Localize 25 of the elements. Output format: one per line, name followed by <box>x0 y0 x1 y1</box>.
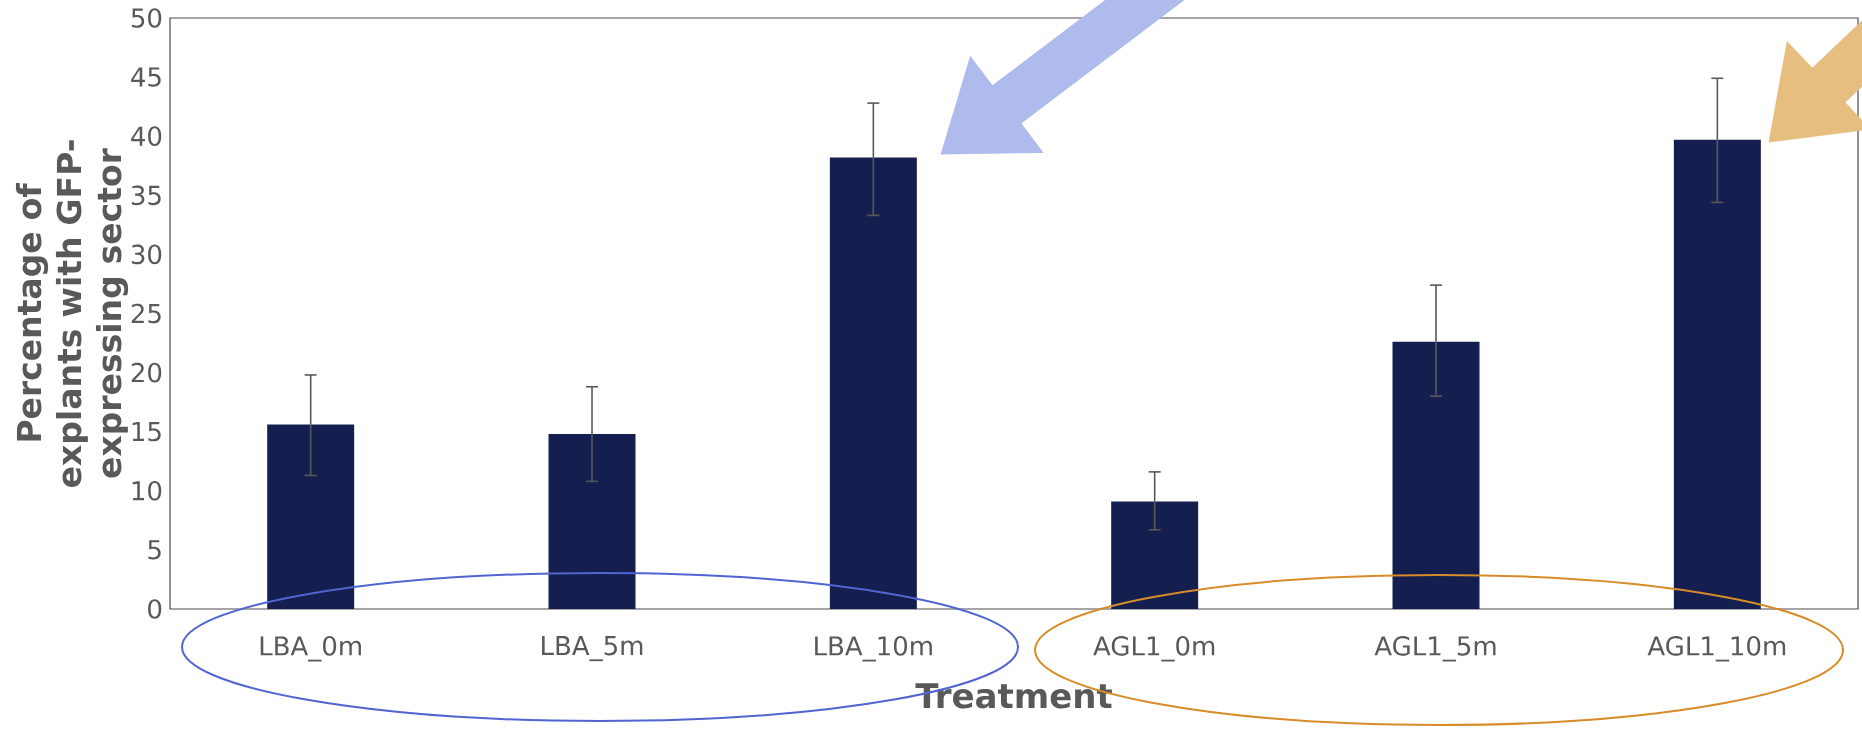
bar <box>1111 501 1199 609</box>
y-tick-label: 15 <box>132 422 161 442</box>
y-tick-label: 10 <box>132 480 162 501</box>
bar <box>1392 341 1480 609</box>
y-axis-title: Percentage of explants with GFP-expressing sector <box>15 140 129 487</box>
y-tick-label: 30 <box>131 244 162 265</box>
x-tick-label: AGL1_10m <box>1647 636 1786 662</box>
y-tick-label: 25 <box>131 303 161 324</box>
x-tick-label: AGL1_0m <box>1093 636 1215 662</box>
bar <box>829 157 917 609</box>
x-axis-title: Treatment <box>915 683 1112 709</box>
y-tick-label: 35 <box>131 185 161 206</box>
bar <box>1673 139 1761 609</box>
y-tick-label: 20 <box>131 362 162 383</box>
y-tick-label: 45 <box>131 67 161 87</box>
y-tick-label: 50 <box>131 8 162 28</box>
x-tick-label: LBA_0m <box>260 636 361 662</box>
x-tick-label: LBA_5m <box>542 636 643 662</box>
y-tick-label: 0 <box>148 599 162 619</box>
x-tick-label: AGL1_5m <box>1374 636 1496 662</box>
bar <box>548 434 636 609</box>
y-tick-label: 5 <box>148 540 161 560</box>
y-tick-label: 40 <box>131 126 162 147</box>
x-tick-label: LBA_10m <box>815 636 932 662</box>
bar <box>267 424 355 609</box>
